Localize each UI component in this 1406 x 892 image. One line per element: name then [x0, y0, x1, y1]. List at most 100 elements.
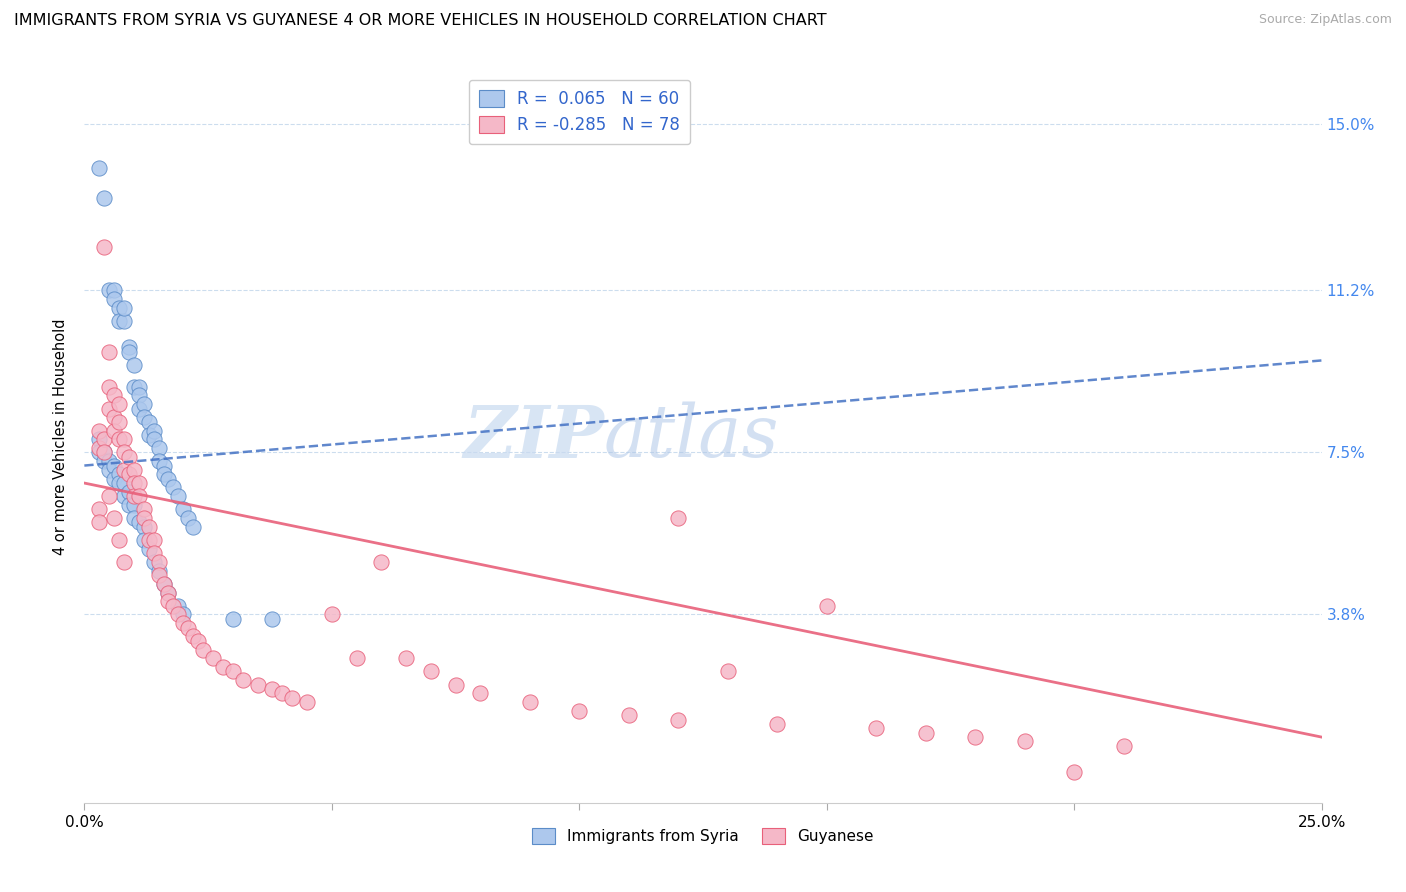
Point — [148, 555, 170, 569]
Point — [148, 454, 170, 468]
Point — [222, 612, 245, 626]
Point — [108, 301, 131, 315]
Point — [122, 498, 145, 512]
Point — [132, 511, 155, 525]
Point — [470, 686, 492, 700]
Point — [122, 463, 145, 477]
Point — [118, 450, 141, 464]
Point — [346, 651, 368, 665]
Point — [142, 533, 165, 547]
Point — [157, 594, 180, 608]
Point — [172, 616, 194, 631]
Point — [108, 533, 131, 547]
Point — [103, 458, 125, 473]
Point — [112, 489, 135, 503]
Point — [132, 502, 155, 516]
Point — [93, 432, 115, 446]
Point — [89, 432, 111, 446]
Point — [766, 717, 789, 731]
Point — [103, 388, 125, 402]
Point — [1112, 739, 1135, 753]
Point — [89, 445, 111, 459]
Point — [138, 533, 160, 547]
Point — [138, 428, 160, 442]
Point — [128, 380, 150, 394]
Point — [321, 607, 343, 622]
Point — [152, 576, 174, 591]
Point — [103, 284, 125, 298]
Point — [181, 629, 204, 643]
Point — [122, 380, 145, 394]
Legend: Immigrants from Syria, Guyanese: Immigrants from Syria, Guyanese — [526, 822, 880, 850]
Point — [295, 695, 318, 709]
Point — [617, 708, 640, 723]
Point — [112, 432, 135, 446]
Point — [370, 555, 392, 569]
Point — [419, 665, 441, 679]
Point — [142, 424, 165, 438]
Point — [103, 424, 125, 438]
Point — [89, 441, 111, 455]
Point — [122, 476, 145, 491]
Point — [865, 722, 887, 736]
Text: atlas: atlas — [605, 401, 779, 473]
Point — [108, 467, 131, 482]
Point — [157, 585, 180, 599]
Point — [108, 397, 131, 411]
Point — [98, 454, 121, 468]
Point — [271, 686, 294, 700]
Point — [172, 607, 194, 622]
Point — [965, 730, 987, 744]
Point — [118, 484, 141, 499]
Point — [103, 511, 125, 525]
Point — [1063, 765, 1085, 780]
Point — [98, 380, 121, 394]
Point — [191, 642, 214, 657]
Point — [167, 607, 190, 622]
Point — [167, 489, 190, 503]
Point — [118, 344, 141, 359]
Point — [148, 564, 170, 578]
Point — [112, 476, 135, 491]
Point — [914, 725, 936, 739]
Point — [222, 665, 245, 679]
Point — [112, 463, 135, 477]
Point — [444, 677, 467, 691]
Point — [138, 415, 160, 429]
Text: ZIP: ZIP — [463, 401, 605, 473]
Point — [187, 633, 209, 648]
Point — [395, 651, 418, 665]
Point — [167, 599, 190, 613]
Point — [152, 467, 174, 482]
Point — [93, 445, 115, 459]
Point — [112, 301, 135, 315]
Point — [103, 410, 125, 425]
Point — [157, 472, 180, 486]
Point — [122, 511, 145, 525]
Point — [132, 397, 155, 411]
Y-axis label: 4 or more Vehicles in Household: 4 or more Vehicles in Household — [53, 318, 69, 556]
Point — [1014, 734, 1036, 748]
Point — [112, 314, 135, 328]
Point — [128, 476, 150, 491]
Point — [118, 340, 141, 354]
Point — [202, 651, 225, 665]
Point — [162, 480, 184, 494]
Point — [93, 445, 115, 459]
Point — [717, 665, 740, 679]
Point — [262, 681, 284, 696]
Text: IMMIGRANTS FROM SYRIA VS GUYANESE 4 OR MORE VEHICLES IN HOUSEHOLD CORRELATION CH: IMMIGRANTS FROM SYRIA VS GUYANESE 4 OR M… — [14, 13, 827, 29]
Point — [103, 292, 125, 306]
Point — [98, 489, 121, 503]
Point — [89, 516, 111, 530]
Point — [152, 458, 174, 473]
Point — [89, 424, 111, 438]
Point — [93, 239, 115, 253]
Point — [157, 585, 180, 599]
Point — [162, 599, 184, 613]
Point — [98, 463, 121, 477]
Point — [148, 568, 170, 582]
Point — [93, 454, 115, 468]
Point — [98, 401, 121, 416]
Point — [177, 511, 200, 525]
